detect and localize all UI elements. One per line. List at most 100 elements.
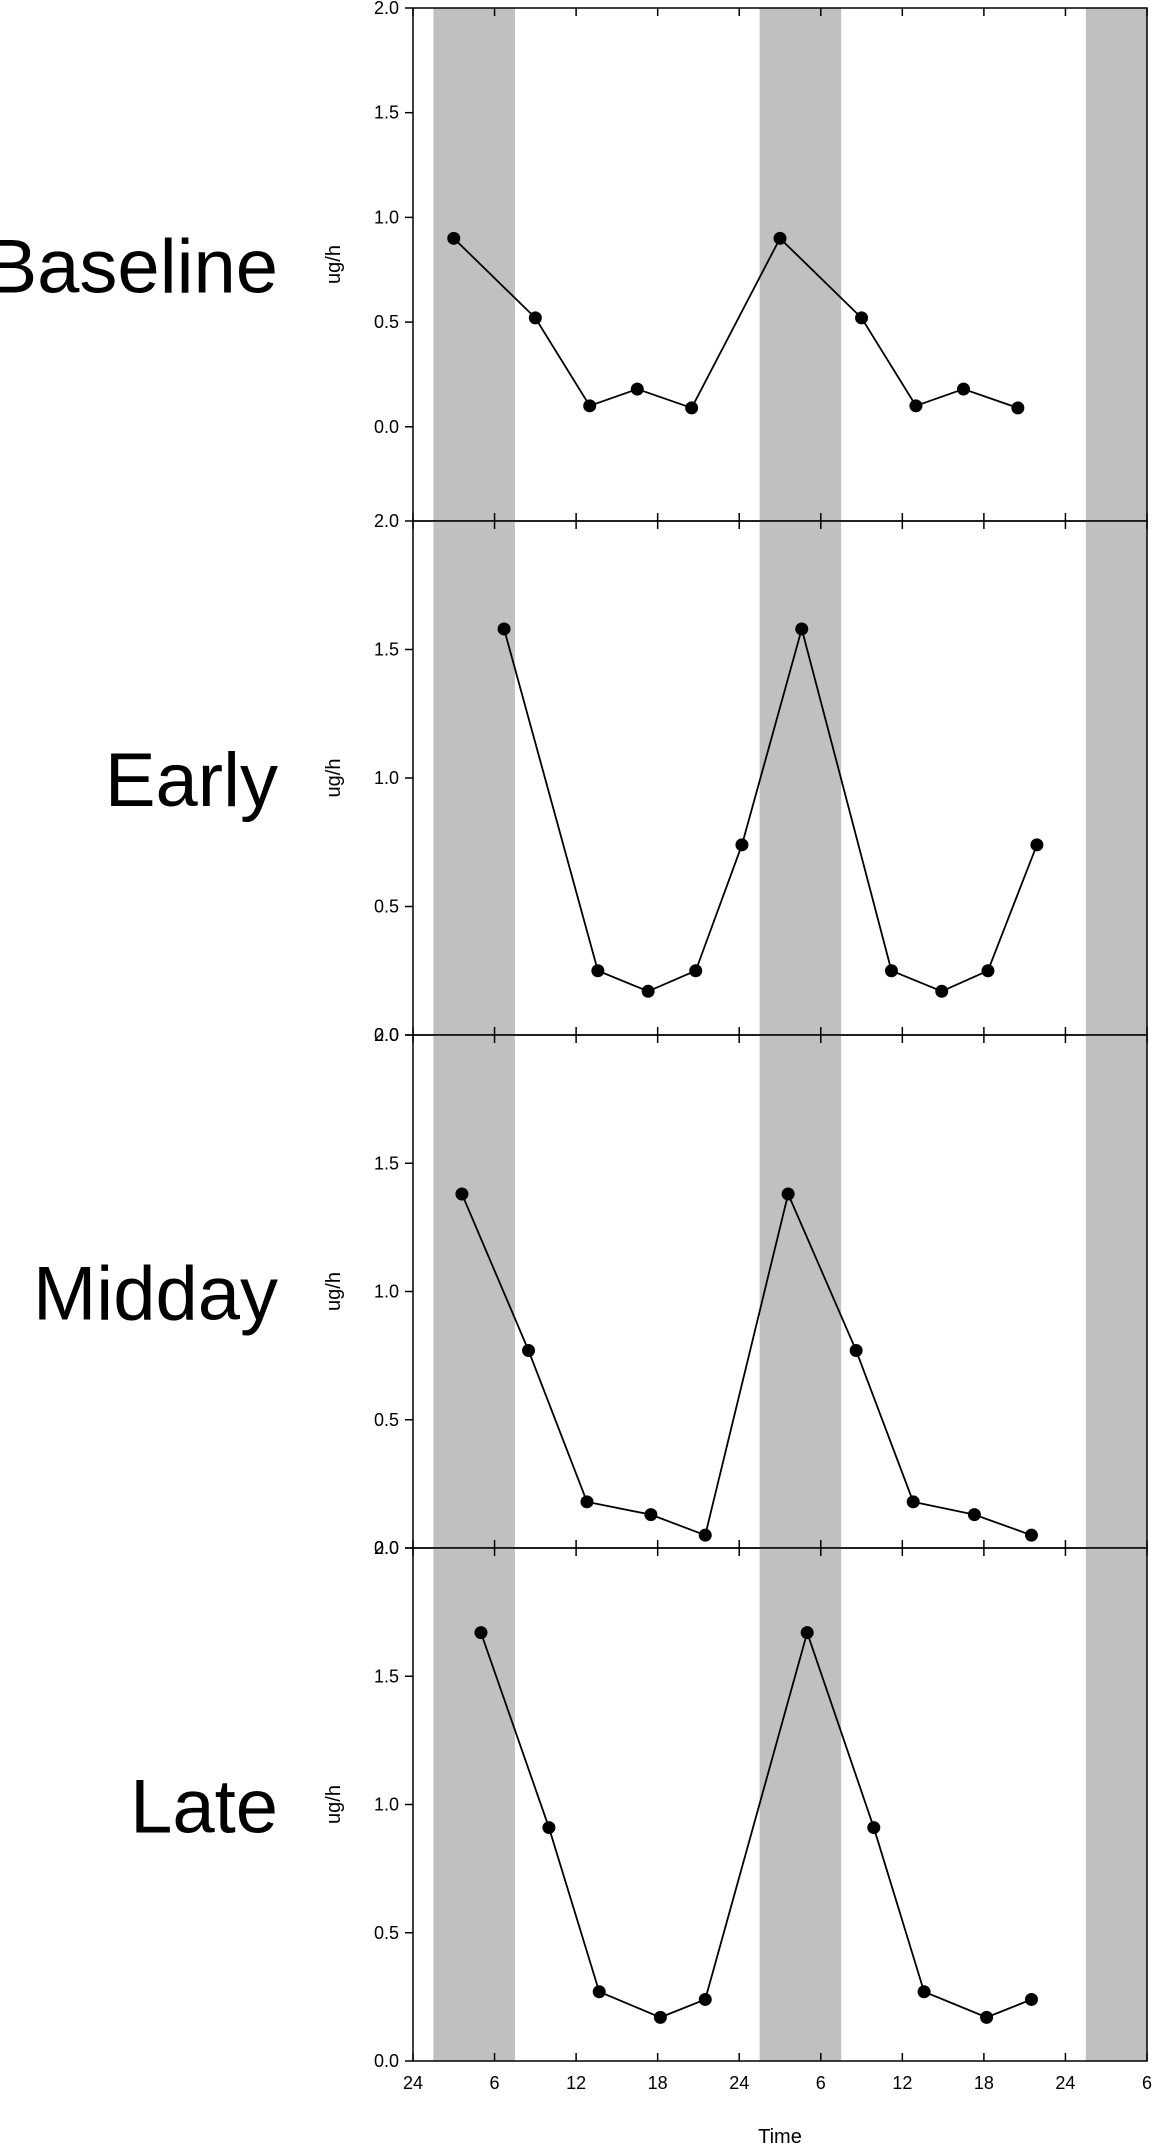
early-y-tick-label-2: 1.0: [374, 768, 399, 788]
x-tick-label-9: 6: [1142, 2073, 1152, 2093]
row-label-early: Early: [105, 738, 278, 823]
midday-point-8: [967, 1508, 981, 1522]
late-point-7: [917, 1985, 931, 1999]
midday-point-9: [1024, 1528, 1038, 1542]
early-point-1: [591, 964, 605, 978]
early-point-5: [795, 622, 809, 636]
late-series-line: [480, 1629, 1032, 2019]
midday-y-tick-label-0: 0.0: [374, 1538, 399, 1558]
midday-y-tick-label-1: 0.5: [374, 1410, 399, 1430]
panels-layer: 0.0 0.5 1.0 1.5 2.0 ug/h Baseline 0.0 0.5 1.0 1.5 2…: [0, 0, 1152, 2093]
midday-point-3: [644, 1508, 658, 1522]
late-point-2: [592, 1985, 606, 1999]
baseline-point-6: [855, 311, 869, 325]
panel-baseline: 0.0 0.5 1.0 1.5 2.0 ug/h Baseline: [0, 0, 1148, 522]
row-label-baseline: Baseline: [0, 225, 278, 310]
late-point-3: [653, 2010, 667, 2024]
early-point-2: [641, 984, 655, 998]
midday-dark-band-1: [759, 1035, 842, 1548]
midday-dark-band-2: [1085, 1035, 1147, 1548]
baseline-point-0: [447, 231, 461, 245]
early-y-tick-label-3: 1.5: [374, 640, 399, 660]
baseline-point-4: [685, 401, 699, 415]
baseline-point-8: [957, 382, 970, 396]
midday-y-axis-title: ug/h: [323, 1272, 345, 1311]
midday-point-4: [698, 1528, 712, 1542]
baseline-dark-band-0: [433, 8, 515, 521]
early-point-6: [884, 964, 898, 978]
x-tick-label-8: 24: [1055, 2073, 1075, 2093]
midday-dark-band-0: [433, 1035, 515, 1548]
late-y-tick-label-3: 1.5: [374, 1666, 399, 1686]
midday-y-tick-label-4: 2.0: [374, 1025, 399, 1045]
midday-point-6: [849, 1343, 863, 1357]
midday-y-tick-label-3: 1.5: [374, 1153, 399, 1173]
baseline-y-tick-label-4: 2.0: [374, 0, 399, 18]
baseline-dark-band-2: [1085, 8, 1147, 521]
row-label-late: Late: [130, 1765, 278, 1850]
midday-point-2: [580, 1495, 594, 1509]
late-point-4: [698, 1992, 712, 2006]
baseline-point-2: [583, 399, 597, 413]
late-point-9: [1024, 1992, 1038, 2006]
midday-point-1: [522, 1343, 536, 1357]
late-dark-band-0: [433, 1548, 515, 2061]
late-point-6: [867, 1821, 881, 1835]
late-dark-band-1: [759, 1548, 842, 2061]
baseline-point-3: [630, 382, 644, 396]
early-point-4: [735, 838, 749, 852]
panel-early: 0.0 0.5 1.0 1.5 2.0 ug/h Early: [105, 511, 1148, 1045]
late-y-tick-label-4: 2.0: [374, 1538, 399, 1558]
late-point-0: [474, 1626, 488, 1640]
early-y-axis-title: ug/h: [323, 759, 345, 798]
late-dark-band-2: [1085, 1548, 1147, 2061]
x-tick-label-6: 12: [892, 2073, 912, 2093]
early-point-3: [689, 964, 703, 978]
early-series-line: [503, 625, 1038, 993]
baseline-dark-band-1: [759, 8, 842, 521]
baseline-y-tick-label-2: 1.0: [374, 207, 399, 227]
midday-series-line: [461, 1191, 1032, 1537]
baseline-point-7: [909, 399, 923, 413]
x-axis-title: Time: [758, 2126, 802, 2148]
baseline-point-9: [1011, 401, 1025, 415]
early-point-9: [1030, 838, 1044, 852]
panel-late: 0.0 0.5 1.0 1.5 2.0 ug/h Late: [130, 1538, 1148, 2071]
midday-point-0: [455, 1187, 469, 1201]
x-tick-label-2: 12: [566, 2073, 586, 2093]
x-tick-label-0: 24: [403, 2073, 423, 2093]
baseline-y-tick-label-1: 0.5: [374, 312, 399, 332]
early-y-tick-label-4: 2.0: [374, 511, 399, 531]
early-point-8: [981, 964, 995, 978]
late-point-1: [542, 1821, 556, 1835]
panel-midday: 0.0 0.5 1.0 1.5 2.0 ug/h Midday: [33, 1025, 1148, 1558]
early-dark-band-0: [433, 521, 515, 1035]
midday-point-7: [906, 1495, 920, 1509]
late-y-tick-label-2: 1.0: [374, 1795, 399, 1815]
late-y-tick-label-1: 0.5: [374, 1923, 399, 1943]
baseline-y-tick-label-0: 0.0: [374, 417, 399, 437]
baseline-series-line: [453, 236, 1019, 410]
midday-point-5: [781, 1187, 795, 1201]
early-y-tick-label-1: 0.5: [374, 897, 399, 917]
x-tick-label-3: 18: [648, 2073, 668, 2093]
x-tick-label-7: 18: [974, 2073, 994, 2093]
early-dark-band-2: [1085, 521, 1147, 1035]
row-label-midday: Midday: [33, 1252, 278, 1337]
x-tick-label-5: 6: [816, 2073, 826, 2093]
late-y-tick-label-0: 0.0: [374, 2051, 399, 2071]
early-y-tick-label-0: 0.0: [374, 1025, 399, 1045]
baseline-point-1: [528, 311, 542, 325]
late-point-5: [800, 1626, 814, 1640]
early-point-7: [935, 984, 949, 998]
x-tick-labels: 24 6 12 18 24 6 12 18 24 6: [403, 2073, 1152, 2093]
baseline-y-axis-title: ug/h: [323, 245, 345, 284]
late-point-8: [980, 2010, 994, 2024]
x-tick-label-4: 24: [729, 2073, 749, 2093]
early-point-0: [497, 622, 511, 636]
late-y-axis-title: ug/h: [323, 1785, 345, 1824]
baseline-y-tick-label-3: 1.5: [374, 103, 399, 123]
x-tick-label-1: 6: [490, 2073, 500, 2093]
midday-y-tick-label-2: 1.0: [374, 1282, 399, 1302]
